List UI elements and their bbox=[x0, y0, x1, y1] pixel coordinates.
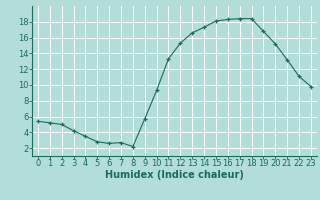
X-axis label: Humidex (Indice chaleur): Humidex (Indice chaleur) bbox=[105, 170, 244, 180]
